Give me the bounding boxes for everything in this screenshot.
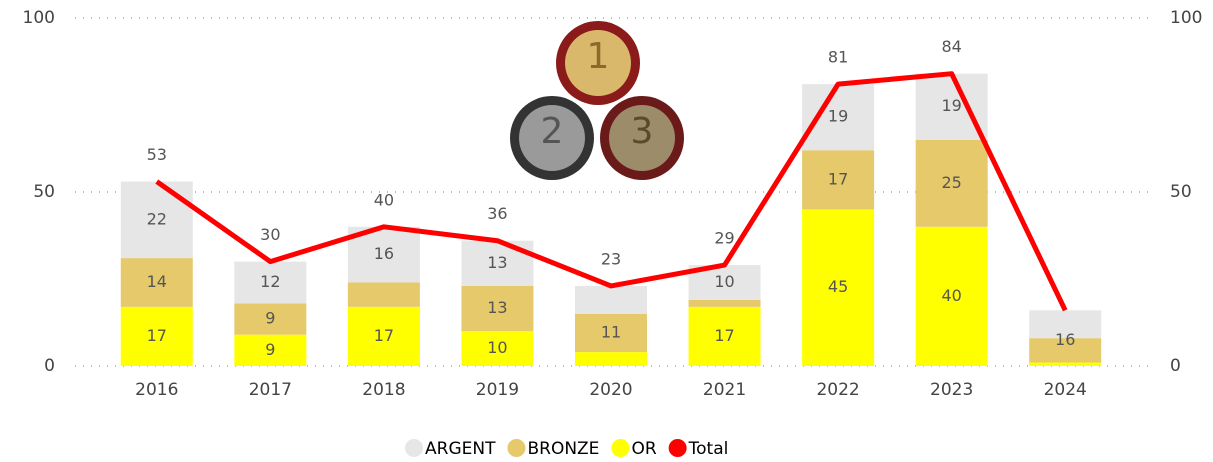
svg-text:3: 3 [631, 111, 654, 152]
y-tick-label: 100 [23, 8, 55, 28]
y-tick-label: 50 [33, 182, 55, 202]
legend-label: Total [688, 439, 729, 459]
total-label: 53 [147, 145, 167, 164]
data-label: 14 [147, 272, 167, 291]
data-label: 45 [828, 277, 848, 296]
y2-tick-label: 50 [1170, 182, 1192, 202]
total-label: 16 [1055, 330, 1075, 349]
x-tick-label: 2016 [135, 380, 178, 400]
data-label: 16 [374, 244, 394, 263]
legend-marker [507, 439, 525, 457]
y2-tick-label: 100 [1170, 8, 1202, 28]
data-label: 22 [147, 209, 167, 228]
x-tick-label: 2024 [1044, 380, 1087, 400]
legend-marker [611, 439, 629, 457]
data-label: 25 [941, 173, 961, 192]
svg-text:2: 2 [541, 111, 564, 152]
y-tick-label: 0 [44, 356, 55, 376]
data-label: 9 [265, 340, 275, 359]
y2-tick-label: 0 [1170, 356, 1181, 376]
total-label: 84 [941, 37, 961, 56]
total-label: 30 [260, 225, 280, 244]
data-label: 9 [265, 309, 275, 328]
x-tick-label: 2021 [703, 380, 746, 400]
x-tick-label: 2022 [816, 380, 859, 400]
x-tick-label: 2019 [476, 380, 519, 400]
x-tick-label: 2018 [362, 380, 405, 400]
bar-segment [689, 300, 761, 307]
data-label: 19 [941, 96, 961, 115]
data-label: 13 [487, 298, 507, 317]
bar-segment [1029, 363, 1101, 366]
data-label: 40 [941, 286, 961, 305]
legend-label: OR [631, 439, 656, 459]
data-label: 17 [828, 169, 848, 188]
legend-marker [405, 439, 423, 457]
total-label: 23 [601, 249, 621, 268]
total-label: 40 [374, 190, 394, 209]
bar-segment [348, 282, 420, 306]
legend-label: ARGENT [425, 439, 496, 459]
x-tick-label: 2020 [589, 380, 632, 400]
bar-segment [575, 286, 647, 314]
data-label: 12 [260, 272, 280, 291]
legend-marker [669, 439, 687, 457]
chart: 1 2 3 0 50 100 0 50 100 2016 17 14 22 2017 9 9 12 2018… [0, 0, 1213, 462]
data-label: 17 [147, 326, 167, 345]
data-label: 17 [374, 326, 394, 345]
data-label: 17 [714, 326, 734, 345]
total-label: 29 [714, 229, 734, 248]
data-label: 10 [714, 272, 734, 291]
bar-segment [575, 352, 647, 366]
data-label: 10 [487, 338, 507, 357]
data-label: 11 [601, 322, 621, 341]
svg-text:1: 1 [587, 36, 610, 77]
x-tick-label: 2023 [930, 380, 973, 400]
x-tick-label: 2017 [249, 380, 292, 400]
data-label: 19 [828, 107, 848, 126]
legend-label: BRONZE [527, 439, 599, 459]
data-label: 13 [487, 253, 507, 272]
total-label: 36 [487, 204, 507, 223]
total-label: 81 [828, 48, 848, 67]
medals-illustration: 1 2 3 [510, 21, 684, 180]
